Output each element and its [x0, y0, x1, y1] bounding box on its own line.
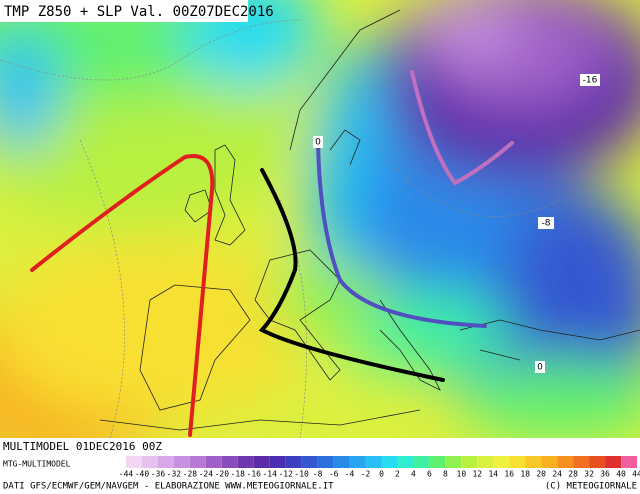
- run-label: MULTIMODEL 01DEC2016 00Z: [3, 440, 162, 453]
- legend-swatch: [573, 456, 590, 468]
- legend-swatch: [285, 456, 302, 468]
- legend-label: 40: [616, 470, 626, 479]
- contour-label-box: [538, 217, 554, 229]
- legend-label: 44: [632, 470, 640, 479]
- legend-label: -6: [329, 470, 339, 479]
- legend-label: 20: [536, 470, 546, 479]
- isobars: [0, 19, 561, 439]
- legend-label: 8: [443, 470, 448, 479]
- legend-label: 28: [568, 470, 578, 479]
- legend-swatch: [621, 456, 637, 468]
- contour-label: -16: [583, 76, 598, 86]
- legend-swatch: [317, 456, 334, 468]
- title: TMP Z850 + SLP Val. 00Z07DEC2016: [4, 4, 274, 20]
- contour-label: -8: [542, 219, 551, 229]
- legend-swatch: [157, 456, 174, 468]
- legend-label: 6: [427, 470, 432, 479]
- legend-swatch: [221, 456, 238, 468]
- credits: DATI GFS/ECMWF/GEM/NAVGEM - ELABORAZIONE…: [3, 482, 334, 492]
- legend-swatch: [589, 456, 606, 468]
- contour-labels: -16 -8 0 0: [313, 74, 600, 373]
- legend-swatch: [173, 456, 190, 468]
- legend-label: 10: [457, 470, 467, 479]
- copyright: (C) METEOGIORNALE: [545, 482, 637, 492]
- legend-label: 14: [488, 470, 498, 479]
- legend-label: -18: [231, 470, 246, 479]
- legend-label: 12: [472, 470, 482, 479]
- legend-label: -32: [167, 470, 182, 479]
- legend-swatch: [301, 456, 318, 468]
- legend-swatch: [605, 456, 622, 468]
- legend-swatch: [381, 456, 398, 468]
- fronts: [30, 70, 514, 437]
- contour-label-box: [535, 361, 545, 373]
- legend-swatch: [349, 456, 366, 468]
- source-tag: MTG-MULTIMODEL: [3, 460, 71, 469]
- legend-swatch: [333, 456, 350, 468]
- contour-label-box: [580, 74, 600, 86]
- legend-swatch: [141, 456, 158, 468]
- legend-swatch: [365, 456, 382, 468]
- warm-ridge-line: [30, 153, 215, 437]
- legend-label: -14: [262, 470, 277, 479]
- legend-label: -36: [151, 470, 166, 479]
- legend-label: 0: [379, 470, 384, 479]
- legend-label: 18: [520, 470, 530, 479]
- trough-line: [258, 168, 445, 382]
- title-box: [0, 0, 248, 22]
- legend-swatch: [189, 456, 206, 468]
- legend-swatch: [205, 456, 222, 468]
- legend-swatch: [429, 456, 446, 468]
- legend-label: -16: [247, 470, 262, 479]
- legend-swatch: [413, 456, 430, 468]
- legend-swatch: [269, 456, 286, 468]
- legend-label: -40: [135, 470, 150, 479]
- legend-label: 16: [504, 470, 514, 479]
- cold-trough-line: [316, 141, 487, 328]
- legend-label: -20: [215, 470, 230, 479]
- legend-swatch: [126, 456, 142, 468]
- coastlines: [99, 9, 640, 431]
- legend-swatch: [477, 456, 494, 468]
- temperature-field: [0, 0, 640, 438]
- polar-trough-line: [410, 70, 514, 186]
- legend-swatch: [445, 456, 462, 468]
- legend-label: -24: [199, 470, 214, 479]
- legend-label: 2: [395, 470, 400, 479]
- legend-label: -28: [183, 470, 198, 479]
- legend-label: 24: [552, 470, 562, 479]
- legend-label: -8: [313, 470, 323, 479]
- legend-swatch: [509, 456, 526, 468]
- legend-label: -12: [278, 470, 293, 479]
- legend-swatch: [253, 456, 270, 468]
- legend-label: -44: [119, 470, 134, 479]
- legend-swatch: [461, 456, 478, 468]
- contour-label: 0: [537, 363, 543, 373]
- contour-label: 0: [315, 138, 321, 148]
- legend-label: 32: [584, 470, 594, 479]
- color-legend: -44 -40 -36 -32 -28 -24 -20 -18 -16 -14 -12 -10 -8 -6…: [119, 456, 640, 479]
- legend-label: 36: [600, 470, 610, 479]
- legend-label: 4: [411, 470, 416, 479]
- legend-swatch: [525, 456, 542, 468]
- legend-swatch: [541, 456, 558, 468]
- contour-label-box: [313, 136, 323, 148]
- legend-swatch: [557, 456, 574, 468]
- legend-label: -2: [361, 470, 371, 479]
- legend-swatch: [237, 456, 254, 468]
- legend-swatch: [397, 456, 414, 468]
- legend-swatch: [493, 456, 510, 468]
- legend-label: -4: [345, 470, 355, 479]
- legend-label: -10: [294, 470, 309, 479]
